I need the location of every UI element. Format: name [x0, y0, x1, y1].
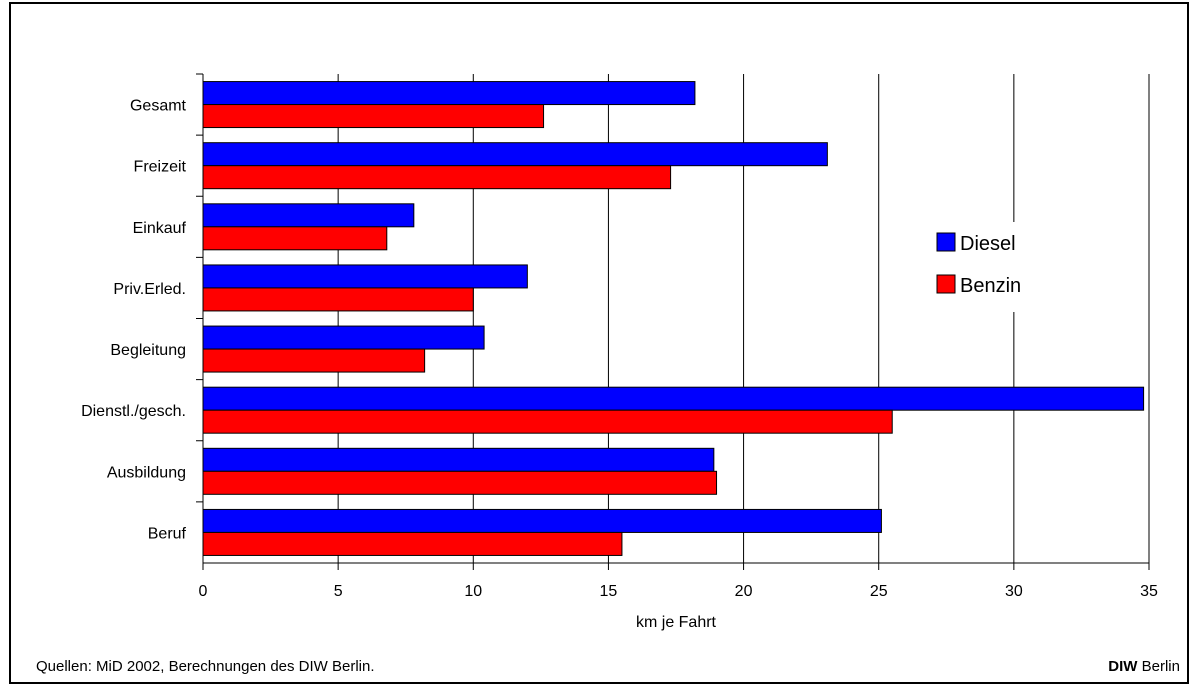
legend: Diesel Benzin	[924, 222, 1044, 312]
brand-bold: DIW	[1108, 658, 1138, 675]
axes	[196, 73, 1149, 564]
category-label-5: Dienstl./gesch.	[81, 403, 186, 420]
category-label-2: Einkauf	[133, 220, 187, 237]
bar-diesel-0	[202, 81, 696, 106]
legend-label-benzin: Benzin	[960, 275, 1021, 297]
bar-diesel-6	[202, 447, 715, 472]
category-label-3: Priv.Erled.	[113, 281, 186, 298]
bar-benzin-0	[202, 104, 545, 129]
category-label-6: Ausbildung	[107, 464, 186, 481]
x-tick-label-25: 25	[870, 583, 888, 600]
legend-label-diesel: Diesel	[960, 233, 1016, 255]
chart-frame	[9, 2, 1189, 684]
bar-benzin-1	[202, 165, 672, 190]
x-tick-label-35: 35	[1140, 583, 1158, 600]
bar-benzin-3	[202, 287, 474, 312]
bar-diesel-1	[202, 142, 828, 167]
x-tick-label-0: 0	[199, 583, 208, 600]
bar-diesel-4	[202, 325, 485, 350]
category-labels: Gesamt Freizeit Einkauf Priv.Erled. Begleitu…	[81, 98, 186, 543]
source-note: Quellen: MiD 2002, Berechnungen des DIW …	[36, 658, 375, 675]
category-label-4: Begleitung	[110, 342, 186, 359]
legend-swatch-diesel	[936, 232, 956, 252]
bar-benzin-2	[202, 226, 388, 251]
x-tick-label-5: 5	[334, 583, 343, 600]
brand-rest: Berlin	[1137, 658, 1180, 675]
bars	[202, 81, 1145, 556]
brand-label: DIW Berlin	[1108, 658, 1180, 675]
bar-benzin-5	[202, 409, 893, 434]
bar-benzin-4	[202, 348, 426, 373]
x-tick-label-30: 30	[1005, 583, 1023, 600]
x-axis-label: km je Fahrt	[636, 614, 717, 631]
x-tick-label-20: 20	[735, 583, 753, 600]
bar-diesel-3	[202, 264, 528, 289]
x-tick-label-10: 10	[464, 583, 482, 600]
bar-diesel-5	[202, 386, 1145, 411]
bar-diesel-7	[202, 508, 882, 533]
bar-benzin-6	[202, 470, 718, 495]
bar-diesel-2	[202, 203, 415, 228]
x-tick-labels: 0 5 10 15 20 25 30 35	[199, 583, 1158, 600]
x-tick-label-15: 15	[600, 583, 618, 600]
category-label-0: Gesamt	[130, 98, 187, 115]
category-label-7: Beruf	[148, 525, 187, 542]
legend-swatch-benzin	[936, 274, 956, 294]
bar-benzin-7	[202, 531, 623, 556]
category-label-1: Freizeit	[134, 159, 187, 176]
